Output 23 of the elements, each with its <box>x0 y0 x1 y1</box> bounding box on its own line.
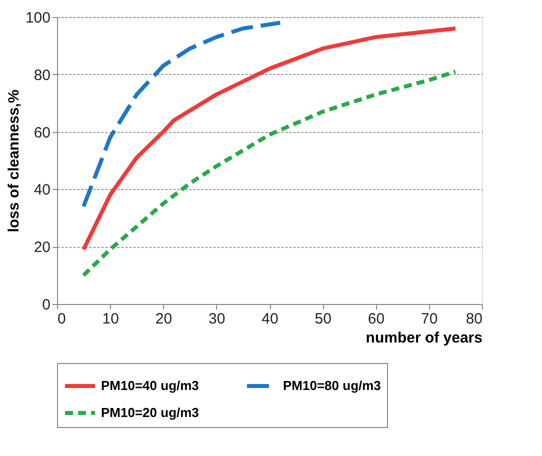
y-axis-title: loss of cleanness,% <box>5 90 22 232</box>
y-tick-label: 60 <box>34 124 50 142</box>
x-tick-label: 40 <box>262 310 278 328</box>
x-tick-label: 20 <box>155 310 172 328</box>
line-series <box>82 20 282 208</box>
legend-label: PM10=40 ug/m3 <box>101 378 199 393</box>
y-tick-label: 100 <box>25 10 50 26</box>
x-tick-label: 70 <box>421 310 438 328</box>
x-tick-label: 0 <box>58 310 66 328</box>
y-tick-label: 20 <box>34 239 50 256</box>
line-series <box>82 26 458 252</box>
legend-label: PM10=20 ug/m3 <box>101 405 199 420</box>
x-tick-label: 10 <box>102 310 119 328</box>
y-tick-label: 40 <box>34 182 50 199</box>
legend-label: PM10=80 ug/m3 <box>283 378 381 393</box>
x-axis-title: number of years <box>366 330 482 346</box>
x-tick-label: 60 <box>368 310 385 328</box>
line-series <box>82 70 458 278</box>
x-tick-label: 80 <box>466 310 482 328</box>
y-tick-label: 80 <box>34 66 50 84</box>
x-tick-label: 50 <box>314 310 332 328</box>
x-tick-label: 30 <box>208 310 226 328</box>
y-tick-label: 0 <box>42 296 50 314</box>
